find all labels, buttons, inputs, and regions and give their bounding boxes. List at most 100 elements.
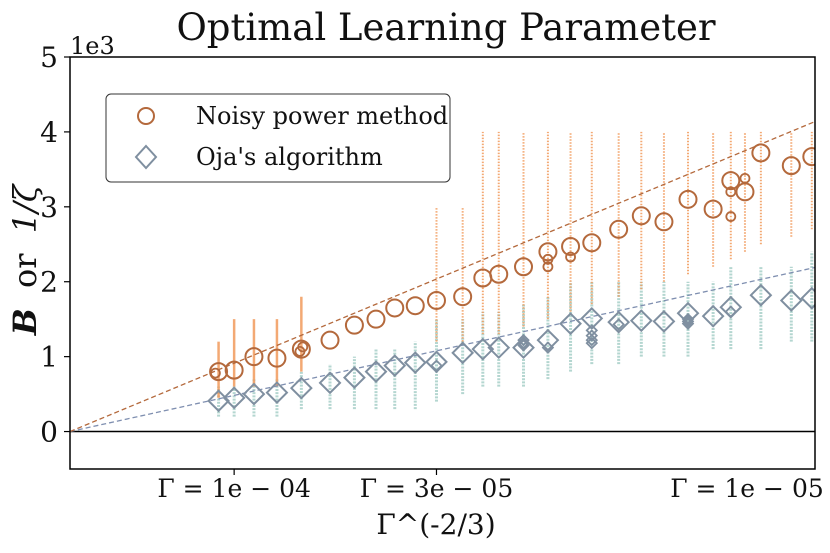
chart-title: Optimal Learning Parameter (176, 6, 715, 49)
noisy-point (224, 360, 244, 380)
y-tick-label: 5 (40, 41, 58, 74)
oja-point (512, 336, 535, 360)
legend-oja-label: Oja's algorithm (196, 143, 383, 171)
oja-point (536, 328, 560, 352)
oja-point (800, 286, 815, 310)
oja-point (580, 307, 604, 330)
oja-point (559, 312, 582, 336)
noisy-point (209, 362, 229, 382)
oja-point-small (585, 329, 599, 342)
oja-point-small (517, 336, 530, 350)
oja-point (242, 382, 266, 406)
noisy-point (561, 237, 581, 257)
noisy-point (385, 298, 405, 318)
plot-area (70, 120, 830, 433)
noisy-point (267, 348, 287, 368)
legend-noisy-marker (137, 107, 155, 125)
noisy-point-small (542, 261, 554, 273)
legend-oja-marker (134, 144, 158, 170)
noisy-point-small (209, 367, 221, 379)
y-tick-label: 0 (40, 416, 58, 449)
oja-point (652, 310, 676, 333)
noisy-point (781, 156, 801, 176)
noisy-point (631, 206, 651, 226)
x-tick-label: Γ = 3e − 05 (360, 474, 514, 503)
oja-point (629, 309, 653, 333)
oja-point-small (585, 333, 599, 347)
plot-content (70, 120, 830, 433)
oja-point (289, 376, 313, 400)
oja-fit-line (70, 266, 815, 433)
legend-box (105, 93, 451, 183)
oja-point (222, 386, 246, 410)
noisy-point-small (739, 172, 751, 184)
svg-text:B or 1/ζ: B or 1/ζ (6, 183, 44, 336)
oja-point (487, 336, 511, 360)
noisy-point (678, 189, 698, 209)
y-axis-ticks: 0 1 2 3 4 5 (40, 41, 70, 449)
noisy-point (453, 287, 473, 307)
oja-point (749, 283, 773, 307)
noisy-point (514, 257, 534, 277)
noisy-point (473, 268, 493, 288)
oja-point-small (681, 315, 695, 328)
oja-point (403, 351, 427, 375)
noisy-point-small (565, 251, 576, 263)
oja-point-small (517, 333, 530, 347)
noisy-point (751, 143, 771, 163)
x-tick-label: Γ = 1e − 04 (157, 474, 311, 503)
oja-point (343, 366, 366, 390)
noisy-point (609, 219, 629, 239)
plot-frame (69, 56, 816, 470)
oja-point-small (541, 341, 555, 354)
oja-point (451, 341, 475, 365)
noisy-point (489, 264, 509, 284)
noisy-point-small (725, 211, 737, 222)
noisy-point (703, 199, 723, 219)
noisy-point (735, 182, 755, 202)
noisy-point (721, 171, 741, 191)
noisy-point (654, 212, 674, 232)
oja-point (364, 360, 388, 384)
noisy-point-small (725, 186, 737, 198)
oja-point-small (612, 318, 625, 331)
y-axis-label-or: or (6, 253, 44, 288)
oja-point (779, 289, 803, 312)
noisy-point (405, 296, 425, 316)
oja-point (701, 304, 725, 328)
oja-point-small (681, 317, 695, 330)
x-tick-label: Γ = 1e − 05 (670, 474, 824, 503)
y-tick-label: 3 (40, 191, 58, 224)
noisy-point (366, 309, 386, 329)
oja-point (822, 278, 830, 298)
noisy-point (291, 339, 311, 359)
noisy-point (582, 233, 602, 253)
noisy-point (802, 147, 815, 167)
oja-point (265, 381, 289, 405)
oja-point-small (585, 336, 599, 350)
oja-point-small (430, 359, 443, 372)
y-tick-label: 1 (40, 341, 58, 374)
legend-noisy-label: Noisy power method (196, 102, 448, 130)
noisy-point (344, 315, 364, 335)
noisy-point (426, 290, 446, 310)
x-axis-label: Γ^(-2/3) (376, 508, 495, 541)
noisy-point (244, 347, 264, 367)
noisy-point (538, 242, 558, 262)
y-axis-label: B or 1/ζ (6, 183, 44, 336)
oja-point-small (681, 312, 695, 326)
noisy-point (320, 330, 340, 350)
y-tick-label: 4 (40, 116, 58, 149)
noisy-fit-line (70, 120, 815, 433)
y-axis-label-b: B (6, 308, 44, 336)
noisy-point-small (297, 341, 309, 353)
oja-point-small (724, 305, 738, 318)
oja-point-small (517, 339, 530, 352)
oja-point (318, 371, 342, 395)
y-tick-label: 2 (40, 266, 58, 299)
y-axis-label-zeta: 1/ζ (6, 183, 44, 233)
oja-point (607, 310, 631, 334)
legend: Noisy power method Oja's algorithm (105, 93, 451, 183)
x-axis-ticks: Γ = 1e − 04 Γ = 3e − 05 Γ = 1e − 05 (157, 469, 824, 503)
